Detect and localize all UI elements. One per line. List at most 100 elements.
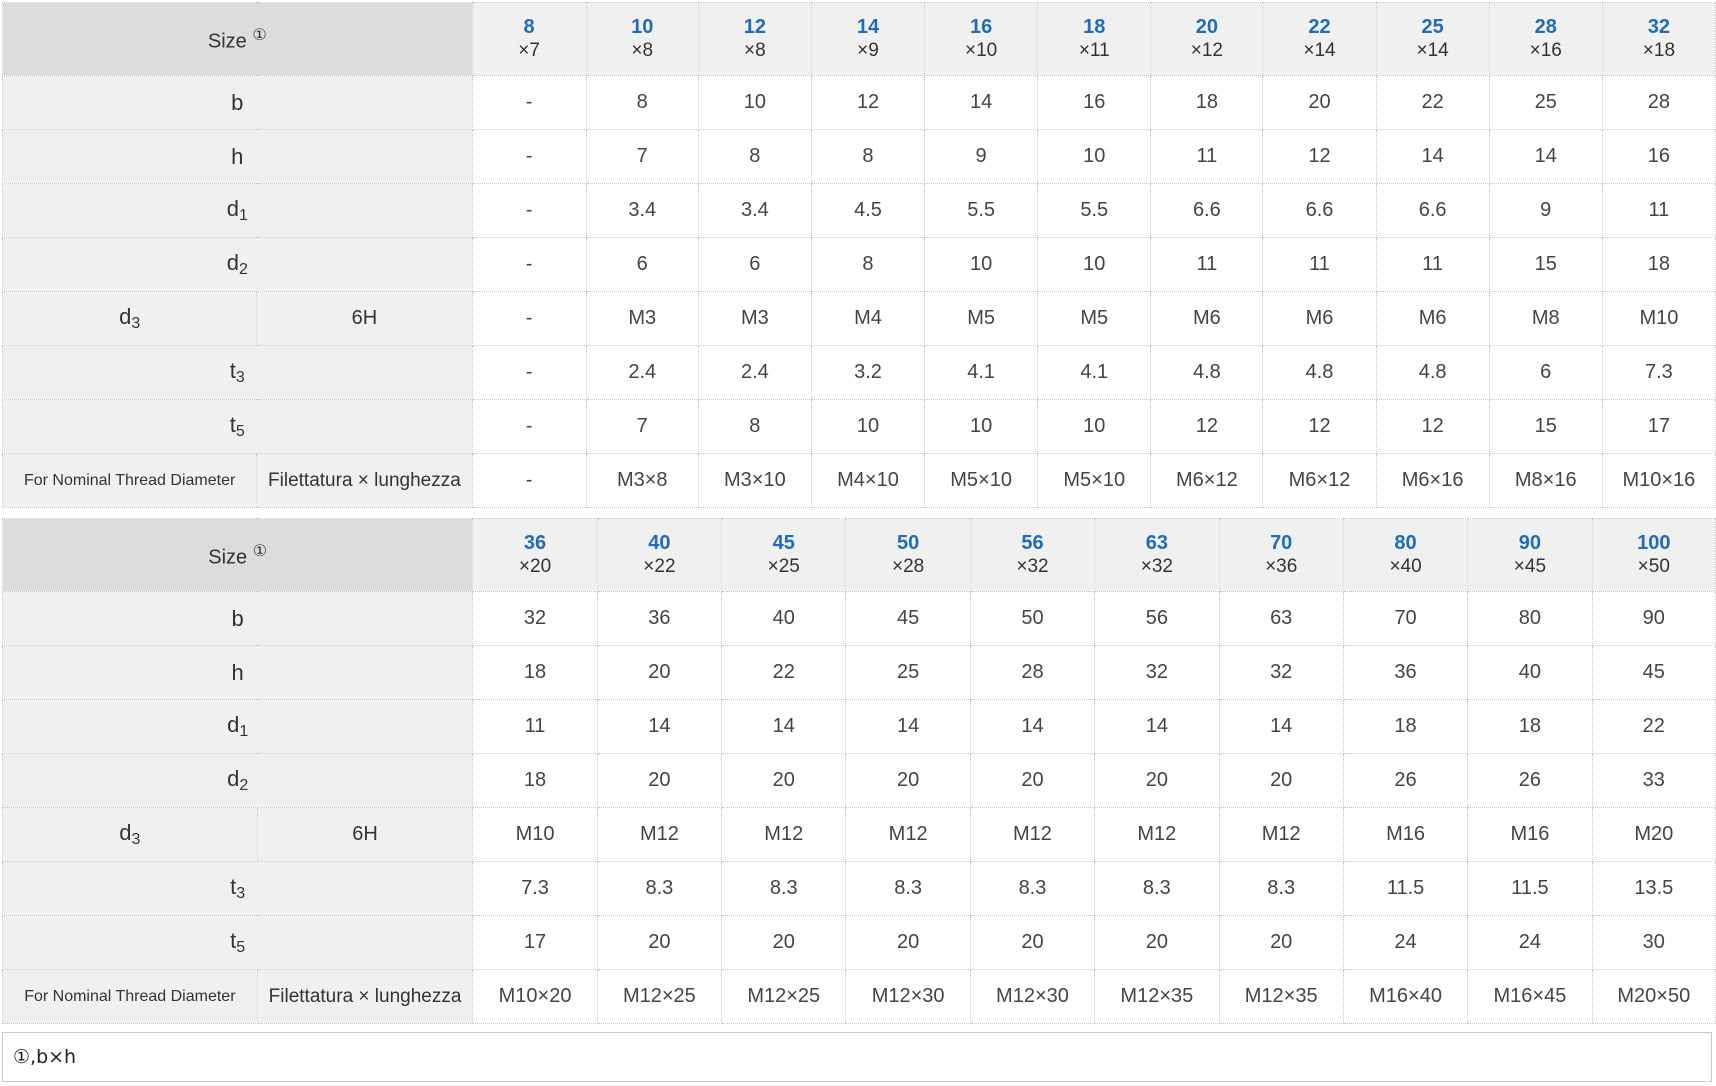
- table-cell: 20: [1094, 753, 1220, 808]
- thread-row: For Nominal Thread Diameter Filettatura ×…: [2, 969, 1716, 1024]
- table-cell: M10: [472, 807, 598, 862]
- size-header-cell: 63 ×32: [1094, 518, 1220, 592]
- size-header-cell: 28 ×16: [1488, 2, 1603, 76]
- param-row: t3 7.3 8.3 8.3 8.3 8.3 8.3 8.3 11.5 11.5 13.5: [1, 861, 1716, 916]
- table-cell: 22: [721, 645, 847, 700]
- param-subscript: 3: [236, 885, 246, 902]
- table-cell: M12×30: [845, 969, 971, 1024]
- size-height: ×16: [1529, 40, 1562, 61]
- table-cell: 20: [596, 753, 723, 808]
- size-header-cell: 50 ×28: [845, 518, 971, 592]
- param-symbol: t: [229, 358, 236, 383]
- size-width: 8: [523, 16, 535, 38]
- param-symbol: d: [227, 712, 240, 737]
- table-cell: 11: [1150, 237, 1264, 292]
- param-row: d1 11 14 14 14 14 14 14 18 18 22: [1, 699, 1716, 754]
- table-cell: 8: [810, 237, 926, 292]
- table-cell: 18: [472, 645, 598, 700]
- size-height: ×11: [1078, 40, 1110, 61]
- table-cell: 30: [1591, 915, 1716, 970]
- size-width: 12: [743, 16, 766, 38]
- param-subscript: 3: [131, 831, 141, 848]
- param-row: d2-6 6 8 10 10 11 11 11 15 18: [2, 237, 1716, 292]
- table-cell: 36: [1342, 645, 1469, 700]
- thread-row-qualifier: Filettatura × lunghezza: [256, 969, 474, 1024]
- table-cell: -: [471, 129, 587, 184]
- table-cell: 14: [721, 699, 847, 754]
- table-cell: M5: [924, 291, 1039, 346]
- table-cell: 15: [1488, 237, 1603, 292]
- param-label: d2: [1, 753, 474, 808]
- size-width: 80: [1394, 532, 1417, 554]
- size-width: 16: [969, 16, 993, 38]
- table-cell: 4.8: [1375, 345, 1490, 400]
- thread-row: For Nominal Thread Diameter Filettatura ×…: [1, 453, 1716, 508]
- size-width: 45: [772, 532, 795, 554]
- param-row: d3 6H - M3 M3 M4 M5 M5 M6 M6 M6 M8 M10: [1, 291, 1716, 346]
- param-symbol: t: [230, 928, 237, 953]
- table-cell: M16: [1342, 807, 1469, 862]
- table-cell: 6: [1488, 345, 1603, 400]
- size-width: 63: [1145, 532, 1168, 554]
- table-cell: 20: [596, 915, 723, 970]
- table-cell: M12: [1218, 807, 1344, 862]
- table-cell: 6: [585, 237, 699, 292]
- table-cell: 14: [1488, 129, 1603, 184]
- size-height: ×12: [1190, 40, 1223, 61]
- table-cell: 36: [596, 591, 723, 646]
- table-cell: M12: [721, 807, 847, 862]
- param-symbol: b: [231, 89, 244, 115]
- size-height: ×22: [643, 556, 676, 577]
- param-subscript: 1: [239, 723, 249, 740]
- table-cell: M3: [697, 291, 812, 346]
- param-qualifier: 6H: [256, 291, 473, 346]
- table-cell: 9: [1488, 183, 1603, 238]
- table-cell: M6×16: [1375, 453, 1490, 508]
- table-cell: 20: [845, 915, 971, 970]
- table-cell: -: [471, 75, 587, 130]
- param-label: d3: [2, 807, 258, 862]
- table-cell: 4.5: [810, 183, 926, 238]
- table-cell: M6×12: [1150, 453, 1264, 508]
- table-cell: 22: [1375, 75, 1490, 130]
- param-subscript: 3: [235, 369, 245, 386]
- table-cell: 25: [1488, 75, 1603, 130]
- size-width: 25: [1421, 16, 1444, 38]
- table-cell: 4.8: [1262, 345, 1377, 400]
- param-subscript: 3: [131, 315, 141, 332]
- table-cell: 20: [845, 753, 971, 808]
- size-height: ×25: [767, 556, 800, 577]
- thread-row-qualifier: Filettatura × lunghezza: [256, 453, 473, 508]
- table-cell: 3.2: [810, 345, 926, 400]
- table-cell: M3×10: [697, 453, 812, 508]
- size-height: ×8: [744, 40, 766, 61]
- param-label: d1: [1, 699, 474, 754]
- table-cell: 56: [1094, 591, 1220, 646]
- size-header-cell: 25 ×14: [1375, 2, 1490, 76]
- footnote-marker: ①: [252, 542, 268, 560]
- footnote: ①,b×h: [2, 1032, 1712, 1082]
- table-cell: M6: [1375, 291, 1490, 346]
- param-qualifier: 6H: [256, 807, 474, 862]
- table-cell: M12×35: [1094, 969, 1220, 1024]
- size-height: ×8: [631, 40, 654, 61]
- param-label: d1: [2, 183, 473, 238]
- size-header-cell: 40 ×22: [596, 518, 723, 592]
- param-symbol: d: [226, 250, 239, 275]
- table-cell: 14: [1375, 129, 1490, 184]
- table-cell: 14: [1094, 699, 1220, 754]
- table-cell: 20: [969, 753, 1096, 808]
- size-height: ×18: [1642, 40, 1676, 61]
- table-cell: 32: [1218, 645, 1344, 700]
- table-cell: 12: [1262, 129, 1377, 184]
- param-subscript: 1: [238, 207, 248, 224]
- table-cell: 8.3: [1218, 861, 1344, 916]
- param-label: t3: [2, 345, 473, 400]
- table-cell: M3×8: [585, 453, 699, 508]
- table-cell: 11: [472, 699, 598, 754]
- param-row: t5-7 8 10 10 10 12 12 12 15 17: [2, 399, 1716, 454]
- table-cell: -: [471, 237, 587, 292]
- size-width: 90: [1518, 532, 1542, 554]
- size-header-cell: 56 ×32: [969, 518, 1096, 592]
- param-row: d1-3.4 3.4 4.5 5.5 5.5 6.6 6.6 6.6 9 11: [2, 183, 1716, 238]
